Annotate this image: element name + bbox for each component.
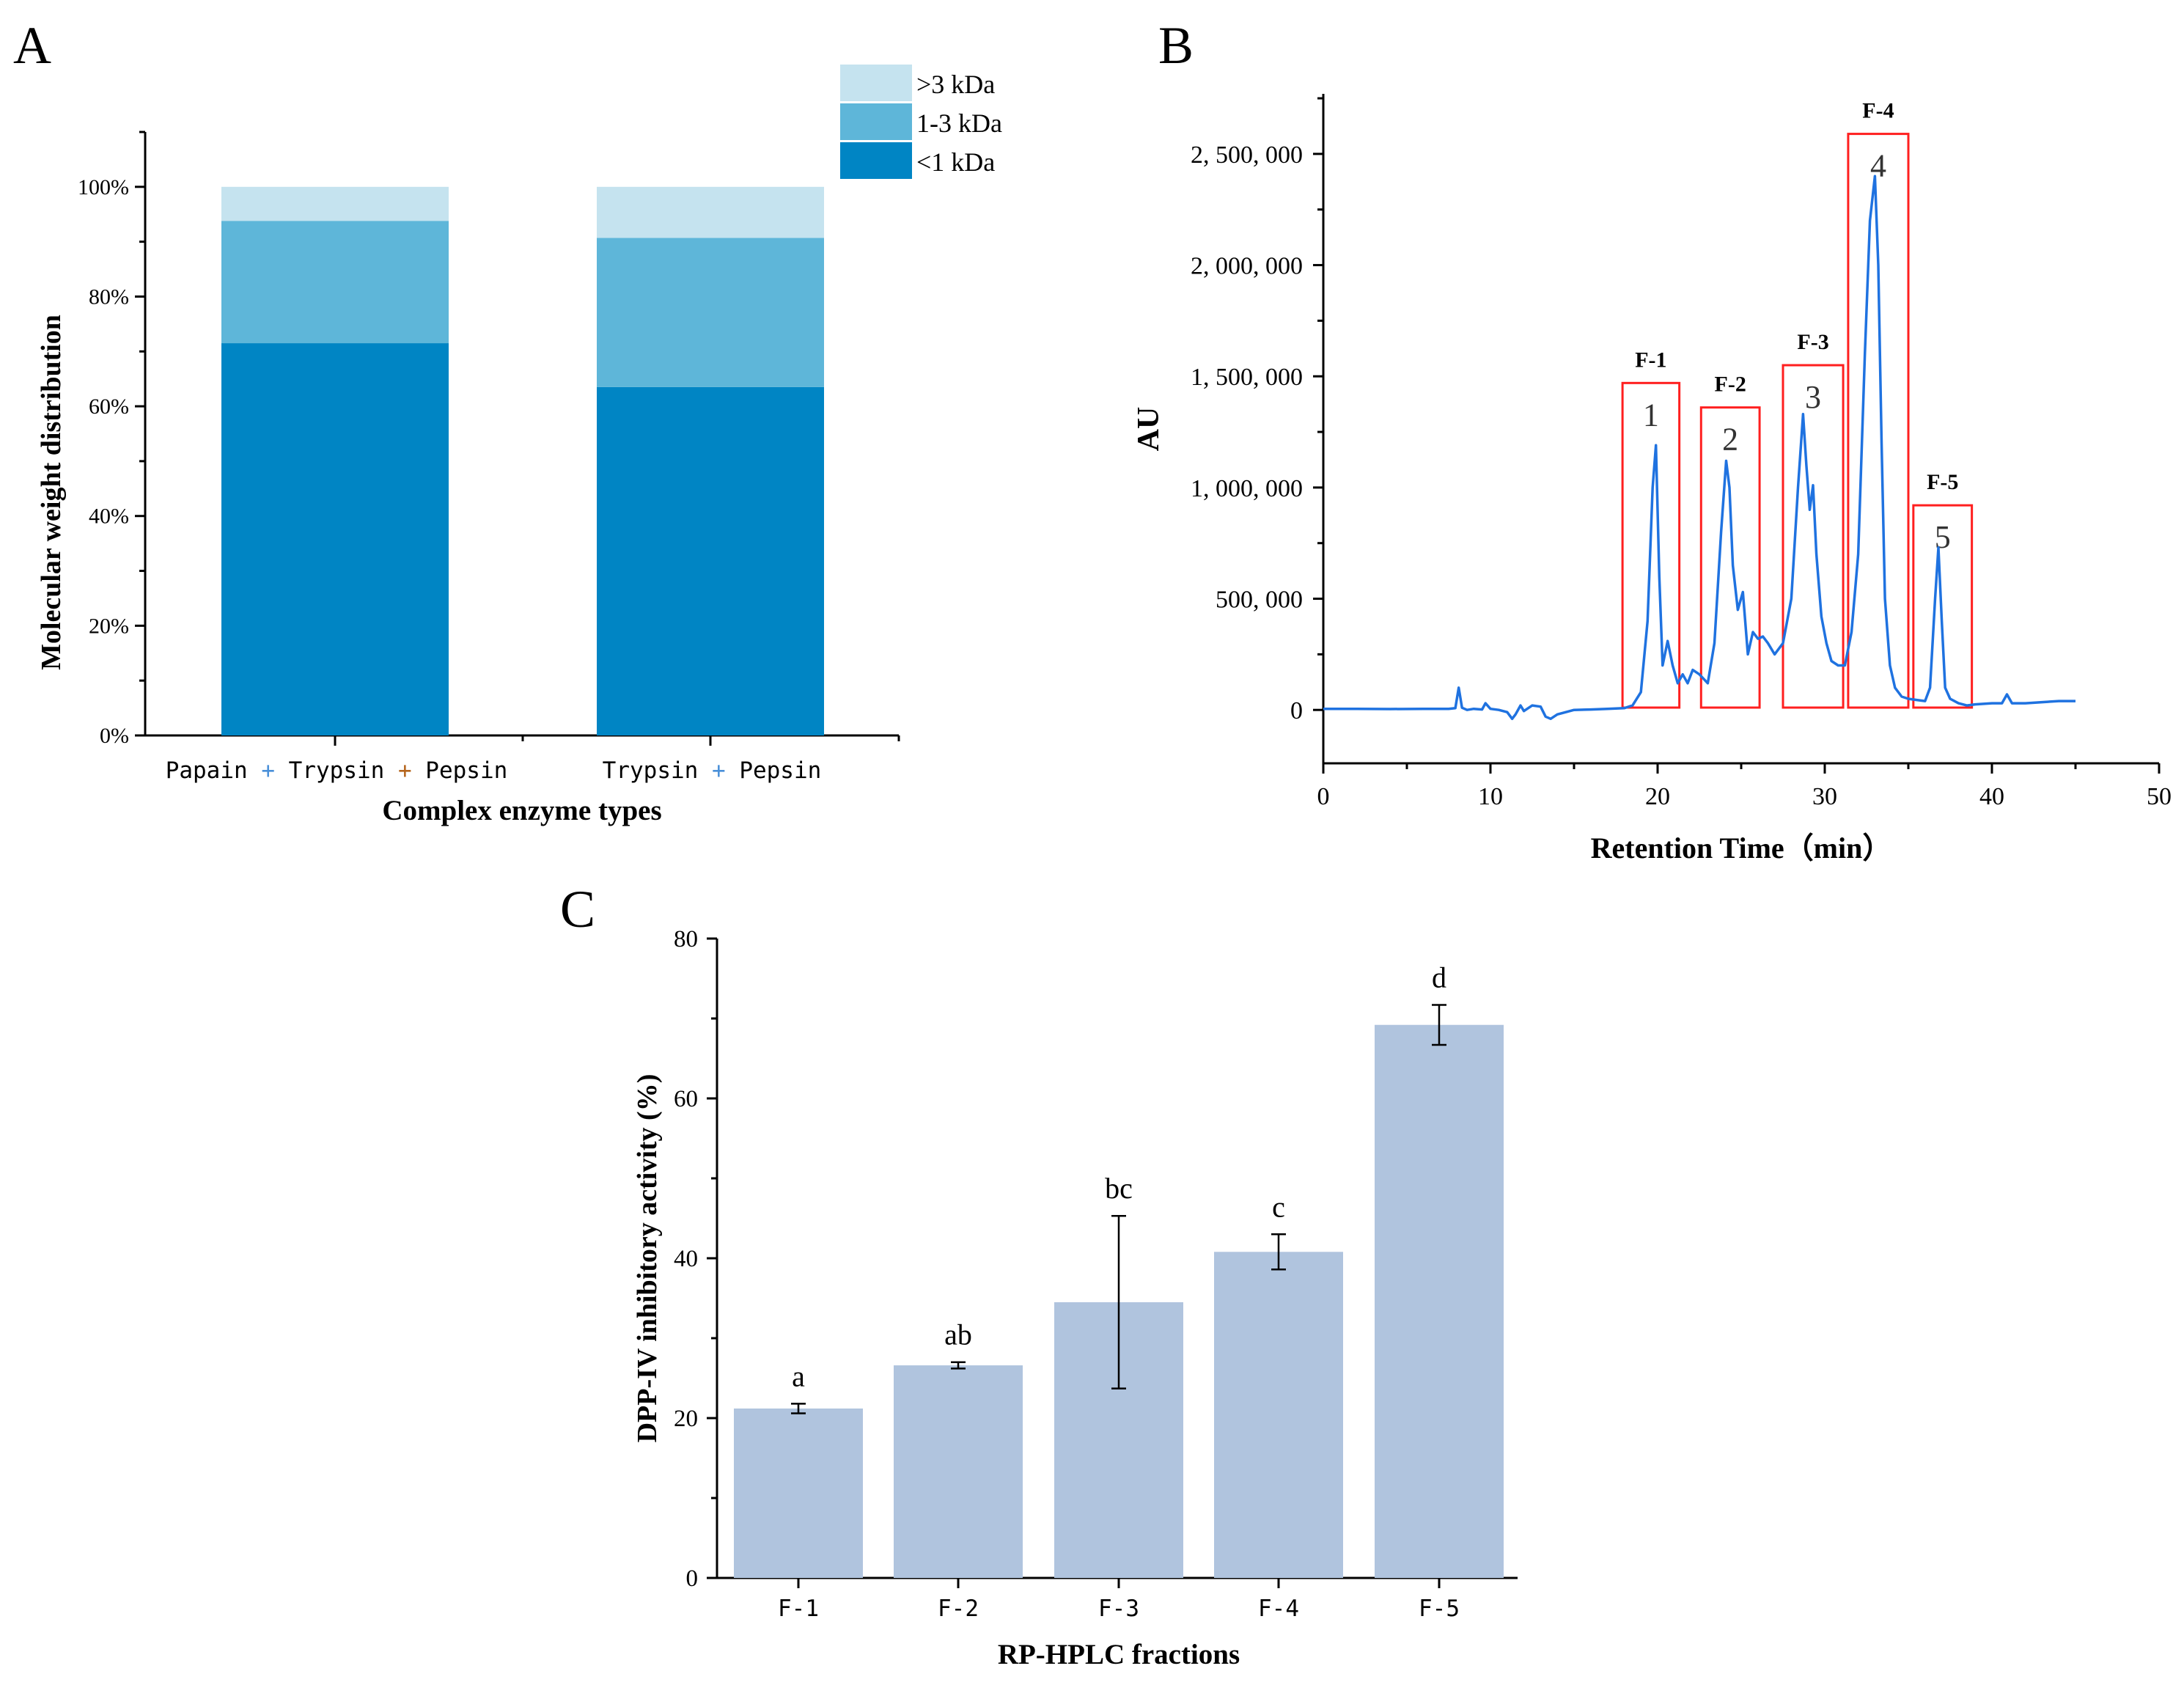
a-legend-swatch-1 [840, 103, 912, 140]
b-chromatogram-trace [1323, 175, 2075, 721]
a-bar-segment-3kDa-1 [597, 186, 824, 238]
a-bar-segment-13kDa-0 [221, 221, 449, 344]
c-bar-F-1 [734, 1408, 863, 1578]
c-x-tick-label: F-4 [1258, 1596, 1299, 1622]
b-y-tick-label: 1, 500, 000 [1191, 364, 1303, 391]
a-enzyme-name: Pepsin [726, 757, 822, 784]
a-enzyme-name: Trypsin [275, 757, 384, 784]
a-x-tick-label-1: Trypsin + Pepsin [603, 757, 822, 784]
c-bar-F-5 [1375, 1024, 1504, 1578]
b-fraction-box-4 [1847, 133, 1910, 709]
c-significance-letter: d [1432, 961, 1446, 994]
c-x-tick-label: F-2 [938, 1596, 979, 1622]
c-x-tick-label: F-5 [1419, 1596, 1460, 1622]
a-enzyme-name: Pepsin [412, 757, 508, 784]
b-fraction-box-2 [1699, 406, 1761, 709]
c-x-tick-label: F-3 [1098, 1596, 1139, 1622]
c-bar-F-2 [894, 1365, 1023, 1578]
b-fraction-box-3 [1782, 364, 1845, 709]
panel-label-a: A [13, 16, 51, 75]
b-fraction-box-5 [1912, 504, 1974, 709]
a-legend-label-1: 1-3 kDa [916, 109, 1002, 138]
c-significance-letter: c [1272, 1190, 1285, 1223]
a-enzyme-name: Papain [166, 757, 248, 784]
b-fraction-box-1 [1621, 381, 1681, 709]
panel-a-stacked-bar-chart: 0% 20% 40% 60% 80% 100% Molecular weight distr… [36, 65, 1002, 826]
a-legend-swatch-0 [840, 65, 912, 101]
c-y-tick-label: 60 [674, 1086, 698, 1112]
a-bar-segment-13kDa-1 [597, 238, 824, 387]
b-y-axis-title: AU [1132, 407, 1166, 452]
a-y-tick-label: 20% [89, 614, 129, 638]
b-x-tick-label: 20 [1645, 783, 1670, 810]
b-y-tick-label: 500, 000 [1216, 587, 1303, 614]
c-y-tick-label: 80 [674, 926, 698, 952]
b-y-tick-label: 2, 500, 000 [1191, 142, 1303, 169]
panel-c-bar-chart: 0 20 40 60 80 DPP-IV inhibitory activity (%) a… [632, 926, 1518, 1670]
b-x-tick-label: 10 [1478, 783, 1503, 810]
c-y-tick-label: 0 [686, 1565, 699, 1592]
a-x-tick-label-0: Papain + Trypsin + Pepsin [166, 757, 508, 784]
a-plus-sign: + [384, 757, 411, 784]
a-bar-segment-3kDa-0 [221, 186, 449, 221]
b-fraction-number-1: 1 [1643, 397, 1659, 433]
a-bar-segment-1kDa-0 [221, 343, 449, 735]
b-y-tick-label: 2, 000, 000 [1191, 253, 1303, 280]
b-x-tick-label: 50 [2147, 783, 2172, 810]
b-fraction-number-2: 2 [1722, 422, 1738, 458]
a-y-tick-label: 40% [89, 504, 129, 529]
c-significance-letter: ab [944, 1318, 972, 1351]
a-plus-sign: + [248, 757, 275, 784]
c-y-axis-title: DPP-IV inhibitory activity (%) [632, 1074, 663, 1443]
c-significance-letter: a [792, 1359, 805, 1392]
panel-b-chromatogram: 0 500, 000 1, 000, 000 1, 500, 000 2, 000, 0… [1132, 94, 2172, 864]
c-y-tick-label: 20 [674, 1406, 698, 1432]
b-fraction-label-4: F-4 [1862, 99, 1894, 123]
c-x-tick-label: F-1 [778, 1596, 819, 1622]
b-fraction-label-5: F-5 [1927, 470, 1958, 494]
a-legend-label-0: >3 kDa [916, 70, 995, 99]
a-plus-sign: + [698, 757, 725, 784]
a-x-axis-title: Complex enzyme types [382, 795, 661, 826]
c-y-tick-label: 40 [674, 1246, 698, 1272]
b-x-tick-label: 40 [1979, 783, 2004, 810]
a-enzyme-name: Trypsin [603, 757, 699, 784]
panel-label-c: C [560, 880, 595, 939]
b-fraction-label-3: F-3 [1797, 330, 1828, 354]
a-y-tick-label: 80% [89, 284, 129, 309]
panel-label-b: B [1158, 16, 1194, 75]
a-y-tick-label: 100% [78, 175, 129, 199]
a-bar-segment-1kDa-1 [597, 386, 824, 735]
b-y-tick-label: 1, 000, 000 [1191, 475, 1303, 502]
a-y-tick-label: 0% [100, 724, 129, 748]
c-x-axis-title: RP-HPLC fractions [998, 1639, 1240, 1670]
b-x-tick-label: 0 [1317, 783, 1330, 810]
a-legend-swatch-2 [840, 142, 912, 179]
b-x-tick-label: 30 [1812, 783, 1837, 810]
b-fraction-label-1: F-1 [1635, 348, 1666, 372]
a-y-axis-title: Molecular weight distribution [36, 315, 67, 670]
b-fraction-number-5: 5 [1935, 519, 1951, 555]
b-fraction-number-4: 4 [1870, 148, 1886, 184]
a-legend-label-2: <1 kDa [916, 147, 995, 177]
a-y-tick-label: 60% [89, 394, 129, 419]
b-fraction-number-3: 3 [1805, 379, 1821, 415]
b-x-axis-title: Retention Time（min） [1591, 832, 1892, 864]
c-significance-letter: bc [1105, 1172, 1133, 1205]
b-fraction-label-2: F-2 [1715, 372, 1746, 397]
b-y-tick-label: 0 [1290, 697, 1303, 724]
c-bar-F-4 [1214, 1252, 1343, 1578]
